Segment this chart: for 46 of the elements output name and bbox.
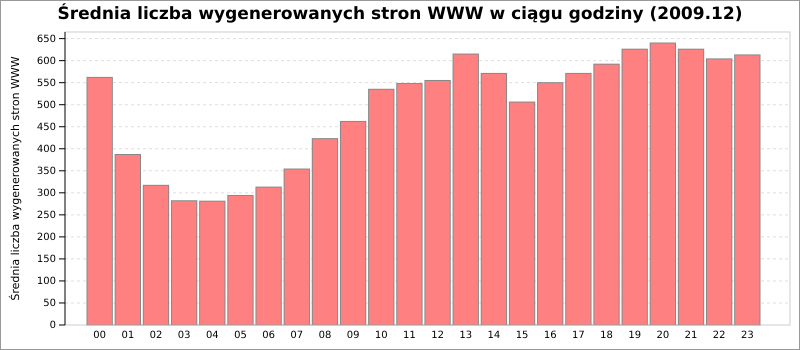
- y-axis-title: Średnia liczba wygenerowanych stron WWW: [8, 56, 22, 301]
- x-tick-label: 06: [262, 330, 275, 342]
- bar: [142, 184, 170, 326]
- x-tick-label: 02: [150, 330, 162, 342]
- x-tick-label: 07: [290, 330, 304, 342]
- y-tick-label: 550: [36, 78, 56, 89]
- y-tick-label: 400: [36, 144, 56, 155]
- chart-title: Średnia liczba wygenerowanych stron WWW w ciągu godziny (2009.12): [58, 3, 742, 24]
- y-tick-label: 450: [36, 122, 56, 133]
- y-tick-label: 0: [50, 320, 56, 332]
- x-tick-label: 17: [572, 330, 585, 342]
- x-tick-label: 08: [318, 330, 332, 342]
- y-tick-label: 300: [36, 188, 56, 200]
- y-tick-label: 250: [36, 210, 56, 222]
- x-tick-label: 04: [206, 330, 219, 342]
- y-tick-label: 600: [36, 56, 56, 67]
- bar: [312, 138, 338, 326]
- y-tick-label: 500: [36, 100, 56, 111]
- bar: [227, 194, 254, 326]
- bar: [678, 48, 704, 326]
- y-tick-label: 650: [36, 34, 56, 45]
- x-tick-label: 23: [740, 330, 754, 342]
- y-tick-label: 200: [36, 232, 56, 244]
- x-tick-label: 03: [178, 330, 191, 342]
- bar: [508, 102, 536, 326]
- x-tick-label: 05: [234, 330, 247, 342]
- x-tick-label: 11: [403, 330, 416, 342]
- x-tick-label: 12: [431, 330, 444, 342]
- x-tick-label: 18: [600, 330, 613, 342]
- x-tick-label: 16: [544, 330, 557, 342]
- x-tick-label: 01: [121, 330, 134, 342]
- x-tick-label: 13: [459, 330, 472, 342]
- y-tick-label: 350: [36, 166, 56, 177]
- x-tick-label: 22: [712, 330, 726, 342]
- x-tick-label: 20: [656, 330, 670, 342]
- x-tick-label: 19: [628, 330, 642, 342]
- y-tick-label: 100: [36, 276, 56, 288]
- x-tick-label: 21: [684, 330, 698, 342]
- x-tick-label: 09: [346, 330, 360, 342]
- x-tick-label: 00: [93, 330, 106, 342]
- y-tick-label: 150: [36, 254, 56, 266]
- x-tick-label: 15: [516, 330, 528, 342]
- y-tick-label: 50: [43, 298, 56, 310]
- bar: [593, 64, 620, 326]
- x-tick-label: 10: [374, 330, 388, 342]
- x-tick-label: 14: [488, 330, 500, 342]
